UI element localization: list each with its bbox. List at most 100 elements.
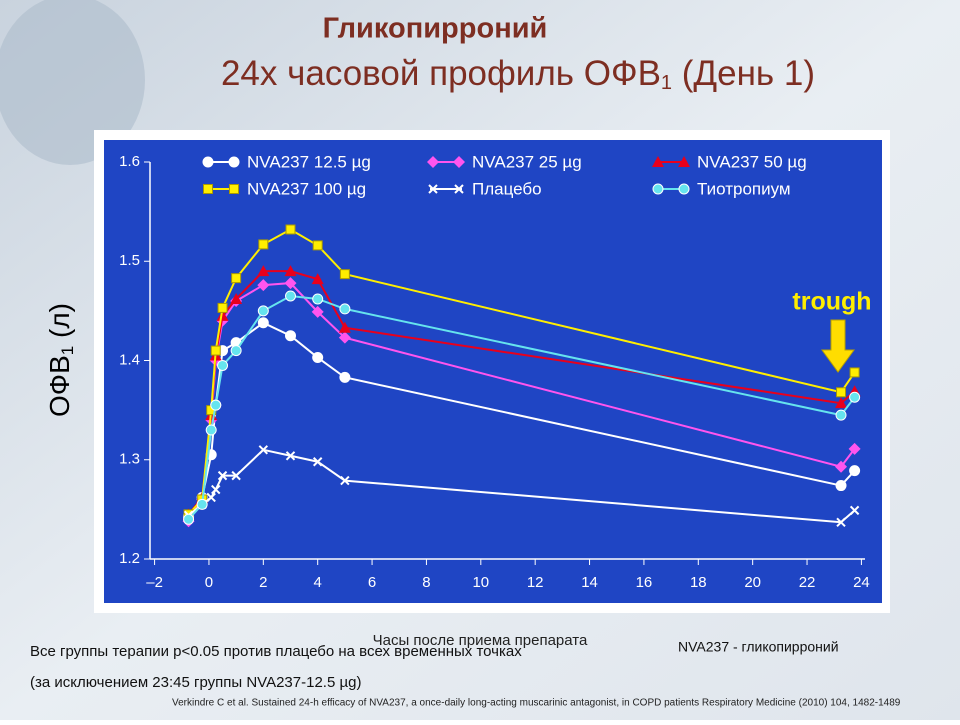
y-tick-label: 1.3	[119, 451, 140, 468]
marker	[257, 305, 269, 317]
marker	[454, 184, 464, 194]
x-tick-label: 24	[853, 574, 870, 591]
marker	[338, 321, 351, 333]
x-tick-label: 4	[314, 574, 322, 591]
chart-subtitle: 24х часовой профиль ОФВ1 (День 1)	[221, 54, 815, 94]
marker	[453, 156, 465, 168]
x-tick-label: 14	[581, 574, 598, 591]
marker	[836, 517, 846, 527]
y-label-tail: (л)	[44, 303, 75, 346]
subtitle-sub: 1	[661, 72, 672, 94]
x-tick-label: 18	[690, 574, 707, 591]
marker	[849, 367, 860, 378]
marker	[340, 475, 350, 486]
x-tick-label: 16	[636, 574, 653, 591]
subtitle-text: 24х часовой профиль ОФВ	[221, 54, 661, 93]
marker	[284, 277, 297, 290]
marker	[228, 156, 240, 168]
subtitle-tail: (День 1)	[672, 54, 815, 93]
marker	[835, 397, 848, 409]
marker	[311, 305, 324, 318]
marker	[217, 470, 228, 481]
y-label-sub: 1	[58, 346, 77, 355]
annotation: trough	[792, 288, 871, 316]
legend-label: NVA237 12.5 µg	[247, 152, 371, 171]
marker	[312, 240, 323, 251]
marker	[835, 409, 847, 421]
definition: NVA237 - гликопирроний	[678, 639, 839, 655]
marker	[210, 345, 221, 356]
marker	[678, 183, 690, 195]
marker	[311, 273, 324, 285]
marker	[285, 451, 296, 461]
x-tick-label: –2	[146, 574, 163, 591]
plot: 1.21.31.41.51.6–2 0 2 4 6 8 10 12 14 16 18 20 22 24NV…	[119, 152, 870, 590]
x-tick-label: 22	[799, 574, 816, 591]
y-label-text: ОФВ	[44, 355, 75, 417]
marker	[217, 302, 228, 313]
marker	[217, 359, 229, 371]
marker	[849, 505, 860, 516]
marker	[285, 224, 296, 235]
marker	[312, 457, 323, 467]
marker	[849, 391, 861, 403]
marker	[231, 470, 241, 481]
x-axis-label: Часы после приема препарата	[373, 632, 588, 649]
x-tick-label: 20	[744, 574, 761, 591]
marker	[257, 317, 269, 329]
marker	[678, 156, 690, 167]
marker	[257, 279, 270, 292]
note: Все группы терапии p<0.05 против плацебо…	[30, 643, 522, 660]
legend-label: NVA237 100 µg	[247, 179, 366, 198]
x-tick-label: 2	[259, 574, 267, 591]
marker	[231, 273, 242, 284]
marker	[205, 424, 217, 436]
marker	[285, 330, 297, 342]
y-axis-label: ОФВ1 (л)	[44, 303, 77, 417]
marker	[339, 303, 351, 315]
y-tick-label: 1.5	[119, 252, 140, 269]
marker	[652, 183, 664, 195]
marker	[339, 269, 350, 280]
x-tick-label: 8	[422, 574, 430, 591]
trough-arrow	[821, 319, 855, 373]
marker	[338, 331, 351, 344]
legend-label: NVA237 25 µg	[472, 152, 582, 171]
series-line	[187, 294, 856, 520]
marker	[202, 156, 214, 168]
y-tick-label: 1.4	[119, 351, 140, 368]
marker	[835, 460, 848, 473]
marker	[229, 184, 239, 194]
x-tick-label: 12	[527, 574, 544, 591]
marker	[211, 484, 221, 495]
chart-title: Гликопирроний	[323, 13, 548, 45]
marker	[428, 184, 438, 194]
marker	[284, 265, 297, 277]
marker	[427, 156, 439, 168]
photo-decoration	[0, 0, 145, 165]
note: (за исключением 23:45 группы NVA237-12.5…	[30, 674, 361, 691]
marker	[836, 387, 847, 398]
marker	[848, 442, 861, 455]
marker	[312, 293, 324, 305]
reference: Verkindre C et al. Sustained 24-h effica…	[172, 698, 901, 709]
legend-label: NVA237 50 µg	[697, 152, 807, 171]
legend-label: Плацебо	[472, 179, 542, 198]
marker	[849, 465, 861, 477]
marker	[258, 239, 269, 250]
marker	[230, 345, 242, 357]
marker	[216, 309, 229, 321]
series-line	[187, 321, 856, 517]
marker	[835, 480, 847, 492]
marker	[203, 184, 213, 194]
y-tick-label: 1.6	[119, 153, 140, 170]
marker	[196, 498, 208, 510]
x-tick-label: 6	[368, 574, 376, 591]
x-tick-label: 10	[472, 574, 489, 591]
marker	[652, 156, 664, 167]
marker	[312, 352, 324, 364]
marker	[183, 513, 195, 525]
legend-label: Тиотропиум	[697, 179, 791, 198]
